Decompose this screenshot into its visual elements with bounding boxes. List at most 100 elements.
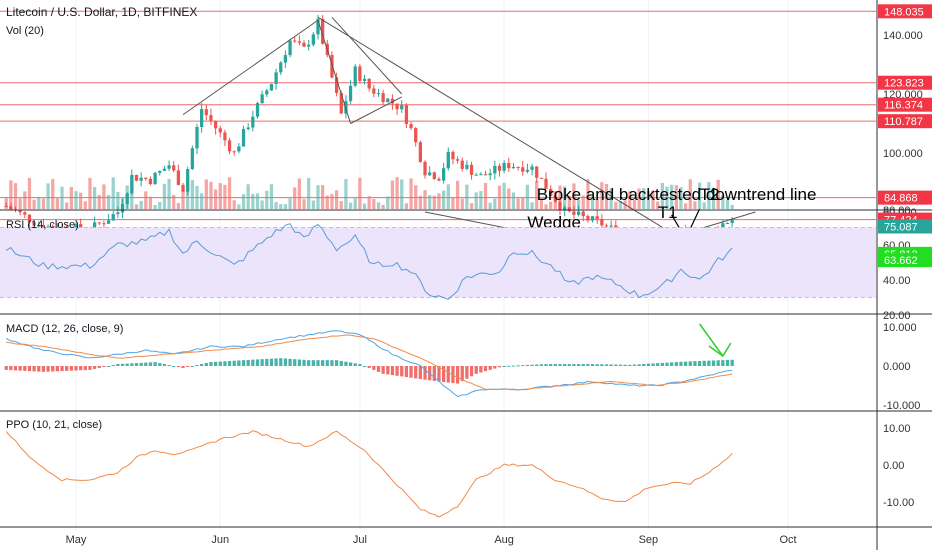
candle-body bbox=[437, 178, 441, 181]
volume-bar bbox=[227, 177, 232, 209]
macd-histogram-bar bbox=[144, 362, 148, 366]
candlesticks bbox=[4, 14, 734, 248]
ppo-tick-label: 0.00 bbox=[883, 460, 904, 472]
volume-bar bbox=[632, 200, 637, 209]
volume-bar bbox=[316, 185, 320, 209]
candle-body bbox=[158, 170, 162, 173]
volume-bar bbox=[102, 184, 106, 209]
ppo-tick-label: -10.00 bbox=[883, 497, 914, 509]
macd-histogram-bar bbox=[209, 362, 213, 366]
volume-bar bbox=[41, 198, 46, 209]
macd-histogram-bar bbox=[683, 361, 688, 366]
macd-histogram-bar bbox=[148, 362, 153, 366]
volume-bar bbox=[437, 193, 441, 209]
macd-histogram-bar bbox=[451, 366, 455, 384]
macd-histogram-bar bbox=[269, 358, 274, 366]
macd-histogram-bar bbox=[507, 365, 511, 367]
macd-histogram-bar bbox=[255, 359, 260, 366]
volume-legend: Vol (20) bbox=[6, 25, 44, 37]
macd-histogram-bar bbox=[223, 361, 227, 366]
candle-body bbox=[260, 94, 264, 104]
candle-body bbox=[321, 18, 325, 44]
price-axis-label-bg bbox=[878, 75, 932, 90]
candle-body bbox=[269, 83, 274, 91]
macd-histogram-bar bbox=[181, 366, 185, 368]
candle-body bbox=[516, 166, 520, 168]
macd-histogram-bar bbox=[465, 366, 469, 379]
volume-bar bbox=[423, 190, 427, 209]
candle-body bbox=[474, 174, 478, 176]
macd-histogram-bar bbox=[297, 359, 302, 366]
macd-histogram-bar bbox=[218, 361, 222, 366]
volume-bar bbox=[204, 179, 208, 209]
volume-bar bbox=[330, 194, 334, 209]
volume-bar bbox=[725, 199, 730, 209]
macd-histogram-bar bbox=[670, 362, 674, 366]
trend-line bbox=[350, 96, 402, 124]
candle-body bbox=[227, 140, 232, 152]
volume-bar bbox=[265, 190, 269, 209]
macd-histogram-bar bbox=[13, 366, 18, 371]
volume-bar bbox=[223, 184, 227, 209]
macd-histogram-bar bbox=[521, 365, 525, 367]
candle-body bbox=[418, 142, 422, 162]
volume-bar bbox=[302, 199, 306, 209]
volume-bar bbox=[172, 194, 176, 209]
macd-histogram-bar bbox=[390, 366, 395, 376]
volume-bar bbox=[730, 204, 734, 209]
candle-body bbox=[186, 169, 190, 192]
volume-bar bbox=[241, 194, 246, 209]
macd-histogram-bar bbox=[195, 365, 199, 367]
candle-body bbox=[144, 177, 148, 179]
candle-body bbox=[442, 168, 446, 181]
volume-bar bbox=[670, 184, 674, 209]
volume-bar bbox=[707, 182, 711, 209]
volume-bar bbox=[13, 183, 18, 209]
volume-bar bbox=[697, 182, 702, 209]
macd-histogram-bar bbox=[158, 363, 162, 366]
volume-bar bbox=[721, 195, 725, 209]
price-axis-label: 116.374 bbox=[884, 100, 923, 112]
macd-histogram-bar bbox=[325, 360, 329, 366]
candle-body bbox=[549, 188, 553, 196]
price-axis-label-bg bbox=[878, 97, 932, 112]
macd-histogram-bar bbox=[618, 364, 623, 366]
macd-histogram-bar bbox=[190, 366, 194, 367]
volume-bar bbox=[595, 199, 599, 209]
macd-histogram-bar bbox=[381, 366, 385, 374]
candle-body bbox=[348, 85, 353, 102]
macd-histogram-bar bbox=[74, 366, 78, 371]
volume-bar bbox=[525, 184, 530, 209]
macd-histogram-bar bbox=[665, 362, 669, 366]
volume-bar bbox=[190, 179, 194, 209]
macd-histogram-bar bbox=[697, 360, 702, 366]
candle-body bbox=[367, 78, 371, 89]
volume-bar bbox=[148, 196, 153, 209]
candle-body bbox=[428, 172, 432, 176]
volume-bar bbox=[530, 202, 534, 209]
macd-histogram-bar bbox=[167, 365, 171, 367]
volume-bar bbox=[27, 177, 32, 209]
candle-body bbox=[172, 165, 176, 171]
macd-histogram-bar bbox=[130, 363, 134, 366]
candle-body bbox=[246, 127, 250, 130]
macd-histogram-bar bbox=[37, 366, 41, 372]
macd-histogram-bar bbox=[111, 365, 115, 367]
macd-histogram-bar bbox=[232, 360, 236, 366]
trend-line bbox=[317, 16, 686, 242]
candle-body bbox=[334, 77, 339, 93]
candle-body bbox=[37, 225, 41, 227]
macd-histogram-bar bbox=[502, 366, 506, 367]
macd-histogram-bar bbox=[446, 366, 450, 383]
candle-body bbox=[311, 34, 315, 45]
candle-body bbox=[274, 72, 278, 84]
candle-body bbox=[134, 174, 139, 181]
candle-body bbox=[265, 90, 269, 95]
candle-body bbox=[181, 184, 185, 192]
candle-body bbox=[251, 116, 255, 128]
candle-body bbox=[130, 174, 134, 194]
macd-histogram-bar bbox=[353, 363, 357, 366]
